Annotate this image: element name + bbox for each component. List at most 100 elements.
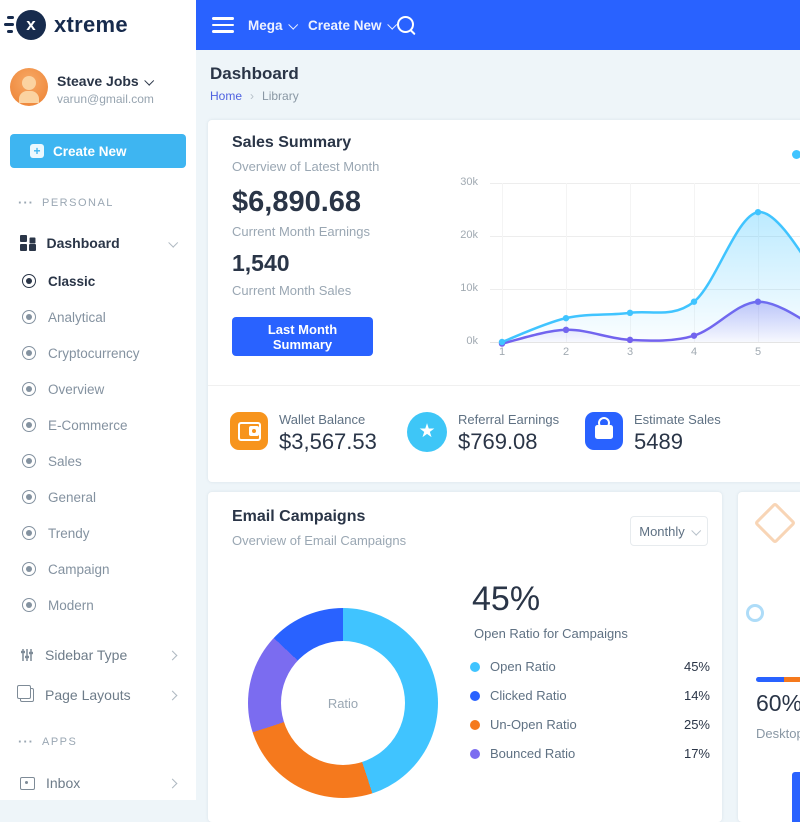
- user-menu[interactable]: Steave Jobs: [57, 73, 154, 89]
- y-axis-tick: 10k: [460, 282, 478, 294]
- stat-value: $769.08: [458, 429, 538, 454]
- sidebar-item-ecommerce[interactable]: E-Commerce: [0, 407, 196, 443]
- y-axis-tick: 0k: [466, 335, 478, 347]
- sidebar-item-cryptocurrency[interactable]: Cryptocurrency: [0, 335, 196, 371]
- sidebar-item-trendy[interactable]: Trendy: [0, 515, 196, 551]
- x-axis-tick: 3: [626, 346, 634, 358]
- chevron-right-icon: [167, 650, 178, 660]
- card-subtitle: Overview of Latest Month: [232, 159, 380, 174]
- section-label-personal: ··· PERSONAL: [18, 195, 114, 210]
- sidebar-item-inbox[interactable]: Inbox: [0, 763, 196, 803]
- x-axis-tick: 4: [690, 346, 698, 358]
- card-title: Email Campaigns: [232, 508, 366, 525]
- sidebar: Steave Jobs varun@gmail.com + Create New…: [0, 50, 196, 800]
- star-icon: [407, 412, 447, 452]
- radio-circle-icon: [22, 598, 36, 612]
- sliders-icon: [21, 649, 33, 661]
- desktop-percent: 60%: [756, 690, 800, 716]
- gridline: [490, 236, 800, 237]
- sidebar-item-modern[interactable]: Modern: [0, 587, 196, 623]
- chevron-down-icon: [691, 525, 701, 536]
- axis-baseline: [490, 342, 800, 343]
- estimate-sales-stat: Estimate Sales 5489: [585, 412, 721, 455]
- sidebar-item-overview[interactable]: Overview: [0, 371, 196, 407]
- stat-value: 5489: [634, 429, 683, 454]
- sidebar-item-sales[interactable]: Sales: [0, 443, 196, 479]
- gridline: [502, 183, 503, 342]
- gridline: [490, 183, 800, 184]
- radio-circle-icon: [22, 346, 36, 360]
- current-month-earnings-value: $6,890.68: [232, 186, 362, 218]
- decorative-circle-icon: [746, 604, 764, 622]
- referral-earnings-stat: Referral Earnings $769.08: [407, 412, 559, 455]
- brand-logo-icon: x: [4, 10, 46, 40]
- radio-circle-icon: [22, 490, 36, 504]
- nav-item-mega[interactable]: Mega: [248, 0, 298, 50]
- user-avatar[interactable]: [10, 68, 48, 106]
- wallet-icon: [230, 412, 268, 450]
- nav-item-create-new[interactable]: Create New: [308, 0, 397, 50]
- create-new-button[interactable]: + Create New: [10, 134, 186, 168]
- gridline: [694, 183, 695, 342]
- legend-dot: [470, 748, 480, 759]
- card-title: Sales Summary: [232, 134, 352, 151]
- radio-circle-icon: [22, 382, 36, 396]
- breadcrumb-separator: ›: [250, 89, 255, 103]
- sidebar-item-classic[interactable]: Classic: [0, 263, 196, 299]
- visits-bar: [792, 772, 800, 822]
- period-selector-value: Monthly: [639, 523, 685, 539]
- donut-center-label: Ratio: [281, 641, 405, 765]
- sidebar-item-campaign[interactable]: Campaign: [0, 551, 196, 587]
- x-axis-tick: 1: [498, 346, 506, 358]
- gridline: [630, 183, 631, 342]
- legend-item-clicked-ratio: Clicked Ratio 14%: [470, 681, 710, 710]
- card-subtitle: Overview of Email Campaigns: [232, 533, 407, 548]
- sidebar-item-general[interactable]: General: [0, 479, 196, 515]
- stat-label: Wallet Balance: [279, 412, 366, 427]
- brand-logo[interactable]: x xtreme: [0, 0, 196, 50]
- last-month-summary-button[interactable]: Last Month Summary: [232, 317, 373, 356]
- breadcrumb: Home › Library: [210, 89, 299, 103]
- legend-item-bounced-ratio: Bounced Ratio 17%: [470, 739, 710, 768]
- legend-dot: [470, 719, 480, 730]
- chevron-down-icon: [287, 19, 298, 30]
- top-navbar: Mega Create New: [196, 0, 800, 50]
- y-axis-tick: 30k: [460, 176, 478, 188]
- dashboard-submenu: Classic Analytical Cryptocurrency Overvi…: [0, 263, 196, 623]
- dashboard-screen: { "brand": { "name": "xtreme", "icon_let…: [0, 0, 800, 800]
- sidebar-item-page-layouts[interactable]: Page Layouts: [0, 675, 196, 715]
- search-icon[interactable]: [397, 16, 414, 33]
- chart-legend-dot: [792, 150, 800, 159]
- donut-legend: Open Ratio 45% Clicked Ratio 14% Un-Open…: [470, 652, 710, 768]
- sidebar-item-dashboard[interactable]: Dashboard: [0, 224, 196, 262]
- user-email: varun@gmail.com: [57, 92, 154, 106]
- gridline: [490, 289, 800, 290]
- ellipsis-icon: ···: [18, 195, 34, 210]
- breadcrumb-current: Library: [262, 89, 299, 103]
- sidebar-item-sidebar-type[interactable]: Sidebar Type: [0, 635, 196, 675]
- radio-circle-icon: [22, 454, 36, 468]
- period-selector[interactable]: Monthly: [630, 516, 708, 546]
- sales-line-chart: [498, 208, 800, 347]
- page-title: Dashboard: [210, 64, 299, 83]
- chevron-right-icon: [167, 778, 178, 788]
- gridline: [566, 183, 567, 342]
- section-label-apps: ··· APPS: [18, 734, 78, 749]
- chevron-down-icon: [168, 237, 179, 248]
- open-ratio-highlight: 45%: [472, 580, 541, 618]
- menu-toggle-icon[interactable]: [212, 17, 234, 33]
- breadcrumb-home-link[interactable]: Home: [210, 89, 243, 103]
- nav-item-create-new-label: Create New: [308, 17, 382, 33]
- radio-circle-icon: [22, 526, 36, 540]
- sales-summary-card: Sales Summary Overview of Latest Month $…: [208, 120, 800, 482]
- grid-icon: [20, 235, 36, 251]
- sidebar-item-analytical[interactable]: Analytical: [0, 299, 196, 335]
- current-month-earnings-label: Current Month Earnings: [232, 224, 371, 239]
- device-visits-card: 60% Desktop: [738, 492, 800, 822]
- wallet-balance-stat: Wallet Balance $3,567.53: [230, 412, 377, 455]
- legend-dot: [470, 690, 480, 701]
- radio-circle-icon: [22, 274, 36, 288]
- chevron-down-icon: [143, 75, 154, 86]
- legend-dot: [470, 661, 480, 672]
- legend-item-unopen-ratio: Un-Open Ratio 25%: [470, 710, 710, 739]
